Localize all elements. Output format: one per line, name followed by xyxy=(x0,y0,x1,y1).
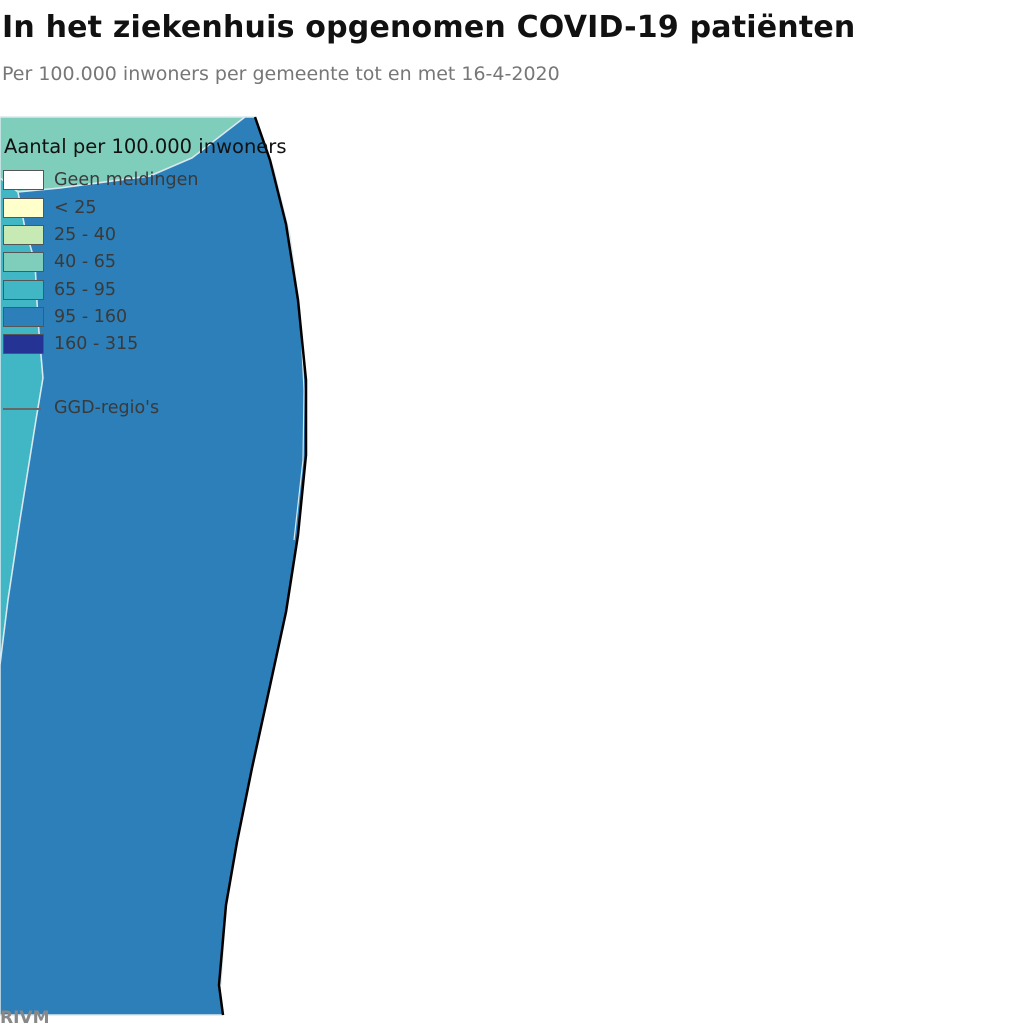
map-region-main xyxy=(0,116,307,1016)
legend-label: Geen meldingen xyxy=(54,170,199,190)
map-subtitle: Per 100.000 inwoners per gemeente tot en… xyxy=(2,63,560,85)
legend-swatch xyxy=(3,307,44,327)
legend-label: 40 - 65 xyxy=(54,252,116,272)
legend-item-160-315: 160 - 315 xyxy=(3,333,138,355)
legend-item-40-65: 40 - 65 xyxy=(3,251,116,273)
legend-swatch xyxy=(3,280,44,300)
source-credit: RIVM xyxy=(0,1008,50,1028)
map-title: In het ziekenhuis opgenomen COVID-19 pat… xyxy=(2,10,856,45)
legend-item-geen-meldingen: Geen meldingen xyxy=(3,169,198,191)
legend-swatch xyxy=(3,198,44,218)
legend-swatch xyxy=(3,225,44,245)
map-outer-border xyxy=(217,116,308,1016)
ggd-region-line-symbol xyxy=(3,408,41,410)
legend-label: 25 - 40 xyxy=(54,225,116,245)
legend-item-25-40: 25 - 40 xyxy=(3,224,116,246)
legend-swatch xyxy=(3,334,44,354)
legend-item-95-160: 95 - 160 xyxy=(3,306,127,328)
legend-label: 160 - 315 xyxy=(54,334,139,354)
legend-title: Aantal per 100.000 inwoners xyxy=(4,135,287,158)
legend-swatch xyxy=(3,170,44,190)
legend-item-lt-25: < 25 xyxy=(3,197,97,219)
ggd-region-line-label: GGD-regio's xyxy=(54,398,160,418)
legend-item-65-95: 65 - 95 xyxy=(3,279,116,301)
legend-label: 65 - 95 xyxy=(54,280,116,300)
legend-swatch xyxy=(3,252,44,272)
legend-label: 95 - 160 xyxy=(54,307,128,327)
legend-label: < 25 xyxy=(54,198,97,218)
